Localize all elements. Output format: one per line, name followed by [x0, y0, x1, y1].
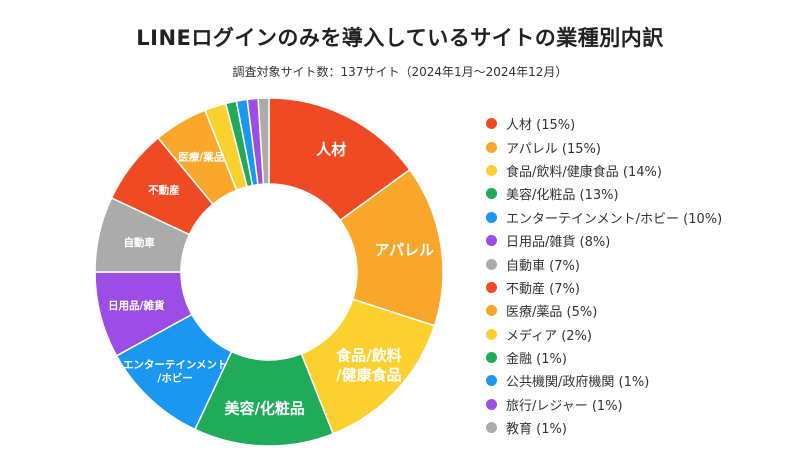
legend-color-dot	[486, 305, 497, 317]
slice-3-label-line-1: 食品/飲料	[336, 347, 401, 365]
legend-item: 教育 (1%)	[486, 416, 786, 439]
chart-title: LINEログインのみを導入しているサイトの業種別内訳	[136, 26, 664, 50]
slice-5-label-line-1: エンターテインメント	[123, 359, 228, 371]
slice-1-label-line-1: 人材	[316, 140, 346, 158]
legend-color-dot	[486, 211, 497, 223]
legend-label: 旅行/レジャー (1%)	[506, 398, 623, 414]
chart-legend: 人材 (15%) アパレル (15%) 食品/飲料/健康食品 (14%) 美容/化粧品…	[486, 112, 786, 439]
slice-7-label-line-1: 自動車	[123, 236, 155, 249]
legend-color-dot	[486, 164, 497, 176]
legend-color-dot	[486, 141, 497, 153]
legend-item: 美容/化粧品 (13%)	[486, 182, 786, 205]
legend-color-dot	[486, 375, 497, 387]
legend-label: 食品/飲料/健康食品 (14%)	[506, 164, 662, 180]
slice-9-label-line-1: 医療/薬品	[178, 151, 224, 164]
legend-label: アパレル (15%)	[506, 141, 601, 157]
slice-6-label-line-1: 日用品/雑貨	[108, 299, 165, 312]
legend-label: 公共機関/政府機関 (1%)	[506, 375, 650, 391]
slice-3-label-line-2: /健康食品	[336, 366, 401, 384]
legend-item: アパレル (15%)	[486, 135, 786, 158]
legend-color-dot	[486, 352, 497, 364]
slice-5-label-line-2: /ホビー	[158, 372, 193, 385]
legend-label: 人材 (15%)	[506, 118, 576, 134]
legend-color-dot	[486, 422, 497, 434]
legend-item: 旅行/レジャー (1%)	[486, 393, 786, 416]
legend-label: 教育 (1%)	[506, 422, 567, 438]
legend-color-dot	[486, 398, 497, 410]
legend-label: 美容/化粧品 (13%)	[506, 188, 619, 204]
legend-label: 金融 (1%)	[506, 352, 567, 368]
legend-color-dot	[486, 328, 497, 340]
donut-slices	[94, 97, 444, 447]
legend-item: 食品/飲料/健康食品 (14%)	[486, 159, 786, 182]
legend-label: 自動車 (7%)	[506, 258, 580, 274]
slice-4-label-line-1: 美容/化粧品	[224, 399, 304, 417]
legend-item: 公共機関/政府機関 (1%)	[486, 369, 786, 392]
legend-color-dot	[486, 258, 497, 270]
legend-color-dot	[486, 281, 497, 293]
legend-item: エンターテインメント/ホビー (10%)	[486, 206, 786, 229]
legend-item: 金融 (1%)	[486, 346, 786, 369]
legend-item: 人材 (15%)	[486, 112, 786, 135]
legend-color-dot	[486, 118, 497, 130]
legend-label: 医療/薬品 (5%)	[506, 305, 598, 321]
legend-color-dot	[486, 188, 497, 200]
legend-item: 不動産 (7%)	[486, 276, 786, 299]
legend-item: 日用品/雑貨 (8%)	[486, 229, 786, 252]
legend-label: メディア (2%)	[506, 328, 592, 344]
legend-item: 自動車 (7%)	[486, 252, 786, 275]
legend-color-dot	[486, 235, 497, 247]
legend-item: 医療/薬品 (5%)	[486, 299, 786, 322]
legend-label: 日用品/雑貨 (8%)	[506, 235, 611, 251]
chart-subtitle: 調査対象サイト数：137サイト（2024年1月〜2024年12月）	[232, 65, 568, 79]
slice-14	[257, 97, 270, 185]
slice-2-label-line-1: アパレル	[374, 241, 434, 259]
legend-label: エンターテインメント/ホビー (10%)	[506, 211, 723, 227]
legend-item: メディア (2%)	[486, 323, 786, 346]
legend-label: 不動産 (7%)	[506, 281, 580, 297]
slice-8-label-line-1: 不動産	[148, 183, 180, 196]
